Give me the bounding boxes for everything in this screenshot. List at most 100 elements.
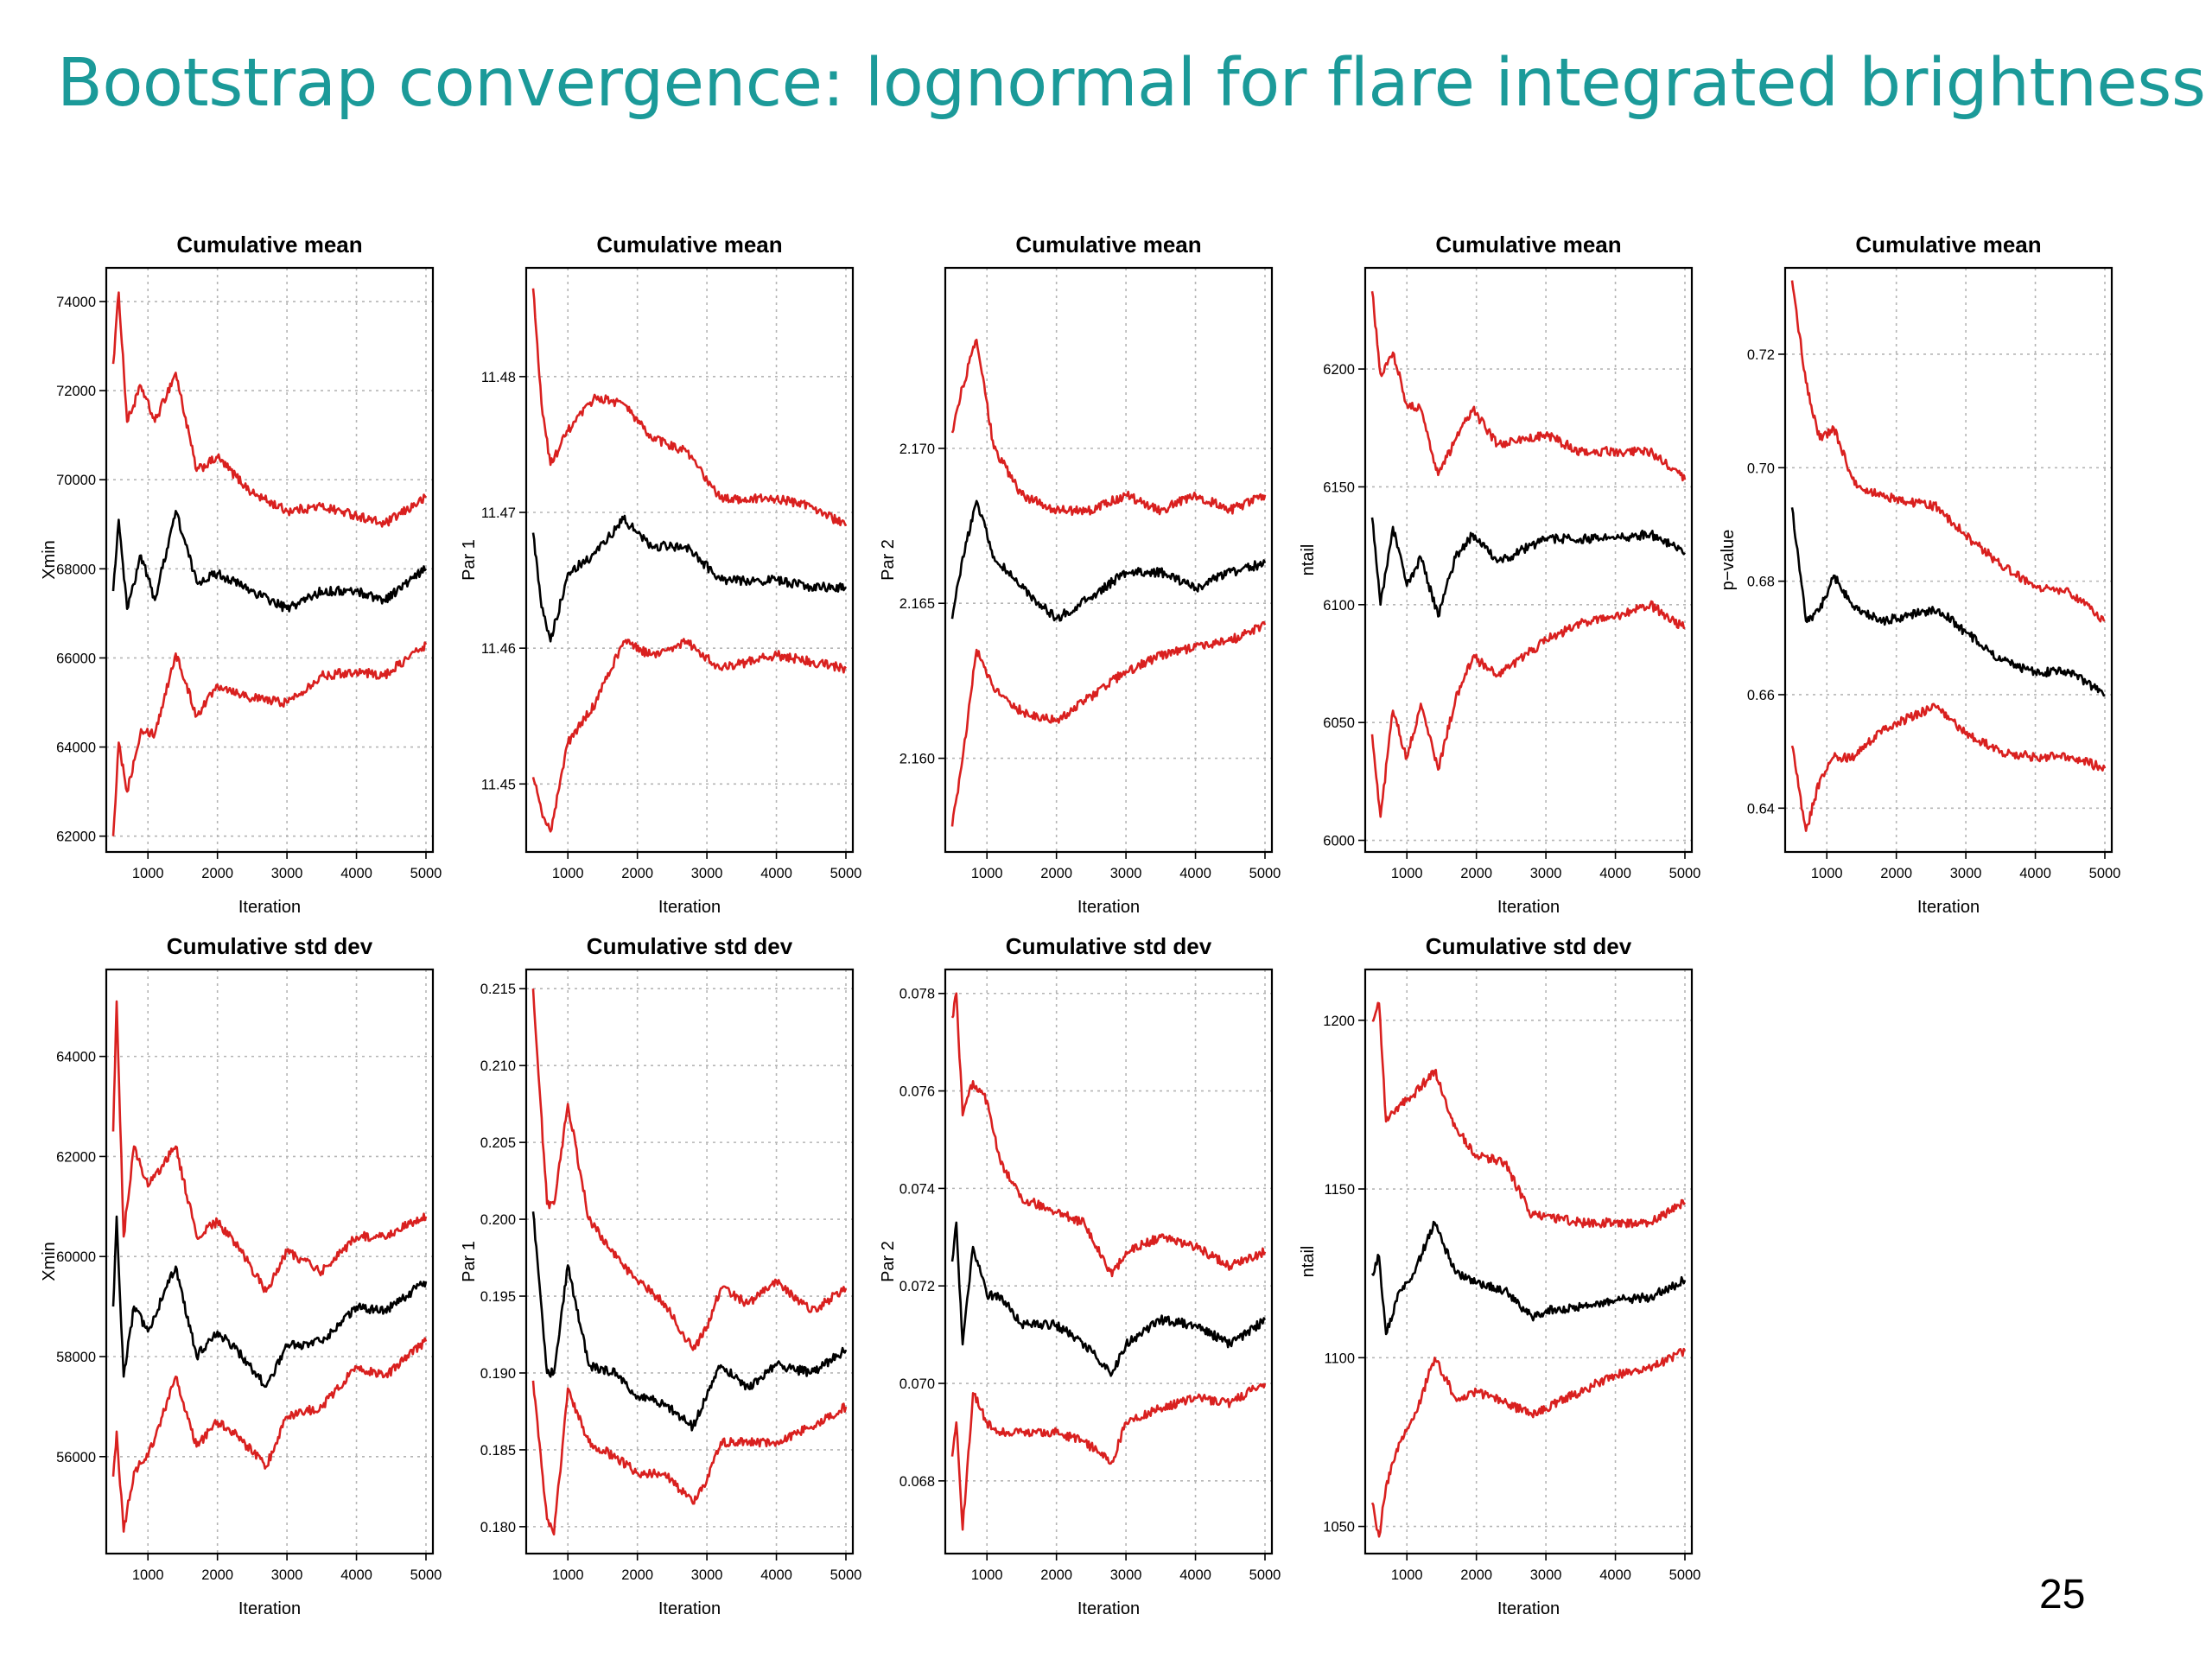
- x-tick-label: 5000: [410, 866, 442, 881]
- plot-frame: [944, 968, 1274, 1555]
- plot-frame: [105, 968, 435, 1555]
- x-tick-label: 1000: [132, 866, 164, 881]
- y-tick-label: 64000: [56, 741, 96, 756]
- plot-frame: [944, 266, 1274, 854]
- x-tick-label: 5000: [830, 866, 862, 881]
- mean-line: [950, 1221, 1267, 1377]
- x-tick-label: 2000: [201, 1567, 233, 1583]
- y-tick-label: 1050: [1323, 1520, 1355, 1535]
- lower-band-line: [111, 1337, 428, 1533]
- x-tick-label: 1000: [552, 866, 584, 881]
- y-axis-label: Par 1: [460, 539, 479, 581]
- y-tick-label: 0.210: [480, 1058, 516, 1074]
- upper-band-line: [111, 1000, 428, 1294]
- x-tick-label: 4000: [1179, 1567, 1211, 1583]
- lower-band-line: [950, 620, 1267, 827]
- x-tick-label: 1000: [1391, 1567, 1423, 1583]
- panel-2: 1000 2000 3000 4000 5000 11.45 11.46 11.47 11.48…: [460, 232, 861, 917]
- upper-band-line: [531, 288, 848, 527]
- plot-frame: [1783, 266, 2113, 854]
- y-tick-label: 0.068: [899, 1474, 935, 1490]
- upper-band-line: [1370, 290, 1687, 482]
- upper-band-line: [531, 988, 848, 1351]
- x-tick-label: 4000: [1599, 1567, 1631, 1583]
- y-tick-label: 0.200: [480, 1212, 516, 1228]
- x-tick-label: 2000: [1880, 866, 1912, 881]
- y-tick-label: 62000: [56, 830, 96, 845]
- x-axis-label: Iteration: [1497, 898, 1560, 917]
- y-tick-label: 0.180: [480, 1520, 516, 1535]
- x-tick-label: 4000: [1599, 866, 1631, 881]
- panel-1: 1000 2000 3000 4000 5000 62000 64000 66000 68000…: [40, 232, 442, 917]
- x-tick-label: 4000: [2019, 866, 2051, 881]
- y-tick-label: 0.72: [1747, 347, 1775, 363]
- y-tick-label: 58000: [56, 1350, 96, 1365]
- x-tick-label: 2000: [621, 866, 653, 881]
- mean-line: [1370, 1220, 1687, 1336]
- y-tick-label: 6100: [1323, 598, 1355, 613]
- x-tick-label: 2000: [201, 866, 233, 881]
- x-tick-label: 5000: [1669, 866, 1701, 881]
- x-tick-label: 1000: [1391, 866, 1423, 881]
- y-tick-label: 11.47: [481, 505, 516, 521]
- mean-line: [531, 1211, 848, 1432]
- y-tick-label: 11.45: [481, 777, 516, 792]
- slide-title: Bootstrap convergence: lognormal for fla…: [57, 45, 2206, 122]
- x-axis-label: Iteration: [238, 898, 301, 917]
- y-tick-label: 0.195: [480, 1289, 516, 1305]
- y-tick-label: 6000: [1323, 834, 1355, 849]
- y-axis-label: Par 2: [879, 1241, 898, 1282]
- mean-line: [1370, 517, 1686, 618]
- x-tick-label: 4000: [760, 866, 792, 881]
- y-tick-label: 6050: [1323, 715, 1355, 731]
- x-axis-label: Iteration: [1077, 898, 1140, 917]
- x-axis-label: Iteration: [1917, 898, 1980, 917]
- x-axis-label: Iteration: [238, 1599, 301, 1618]
- y-tick-label: 0.185: [480, 1443, 516, 1459]
- x-axis-label: Iteration: [1497, 1599, 1560, 1618]
- x-axis-label: Iteration: [1077, 1599, 1140, 1618]
- panel-title: Cumulative std dev: [167, 933, 373, 959]
- y-tick-label: 74000: [56, 295, 96, 310]
- panel-title: Cumulative mean: [1015, 232, 1201, 257]
- x-tick-label: 4000: [760, 1567, 792, 1583]
- y-tick-label: 2.165: [899, 596, 935, 612]
- lower-band-line: [531, 1380, 848, 1536]
- x-tick-label: 3000: [691, 1567, 723, 1583]
- y-tick-label: 60000: [56, 1249, 96, 1265]
- mean-line: [111, 1215, 428, 1389]
- panel-title: Cumulative mean: [1435, 232, 1621, 257]
- y-axis-label: ntail: [1299, 544, 1318, 576]
- x-tick-label: 2000: [1040, 866, 1072, 881]
- y-axis-label: Par 1: [460, 1241, 479, 1282]
- plot-frame: [524, 266, 855, 854]
- panel-title: Cumulative mean: [596, 232, 782, 257]
- panel-title: Cumulative std dev: [1426, 933, 1632, 959]
- y-tick-label: 0.076: [899, 1084, 935, 1100]
- x-tick-label: 5000: [1249, 1567, 1281, 1583]
- panel-7: 1000 2000 3000 4000 5000 0.180 0.185 0.190 0.195…: [460, 933, 861, 1618]
- lower-band-line: [1370, 600, 1686, 818]
- lower-band-line: [1370, 1347, 1687, 1538]
- lower-band-line: [1790, 702, 2107, 832]
- x-tick-label: 2000: [1460, 866, 1492, 881]
- y-axis-label: p−value: [1719, 530, 1738, 591]
- panel-title: Cumulative mean: [1855, 232, 2041, 257]
- panel-title: Cumulative std dev: [1006, 933, 1212, 959]
- x-tick-label: 3000: [1110, 1567, 1142, 1583]
- y-tick-label: 0.070: [899, 1376, 935, 1392]
- x-tick-label: 1000: [132, 1567, 164, 1583]
- x-axis-label: Iteration: [658, 898, 721, 917]
- y-axis-label: Par 2: [879, 539, 898, 581]
- y-axis-label: Xmin: [40, 1242, 59, 1281]
- x-tick-label: 4000: [1179, 866, 1211, 881]
- lower-band-line: [531, 638, 848, 833]
- x-tick-label: 5000: [2089, 866, 2121, 881]
- x-tick-label: 5000: [830, 1567, 862, 1583]
- x-tick-label: 1000: [971, 866, 1003, 881]
- upper-band-line: [950, 992, 1267, 1278]
- y-tick-label: 0.64: [1747, 801, 1775, 817]
- y-tick-label: 62000: [56, 1149, 96, 1165]
- panel-9: 1000 2000 3000 4000 5000 1050 1100 1150 1200 Cumu…: [1299, 933, 1700, 1618]
